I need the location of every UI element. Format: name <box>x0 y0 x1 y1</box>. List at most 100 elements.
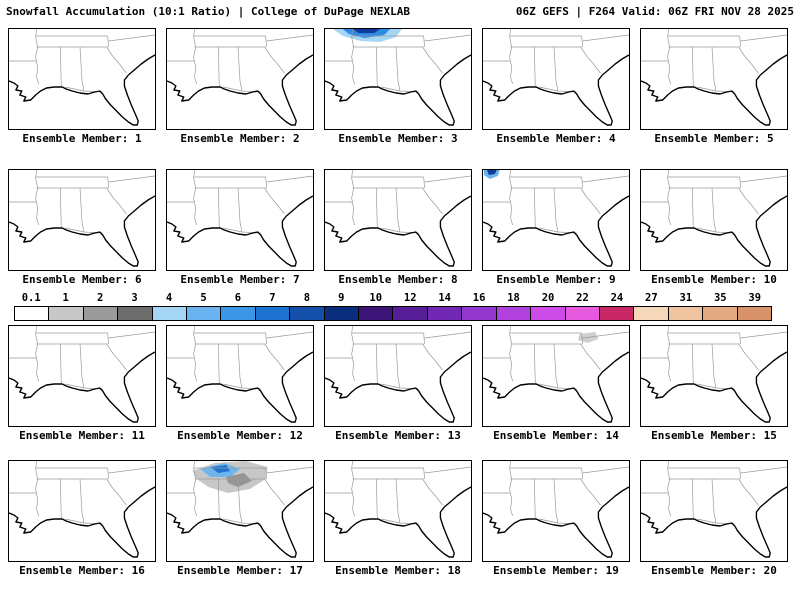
state-boundary-line <box>738 478 759 506</box>
colorbar-tick-label: 20 <box>541 292 555 304</box>
panel-row-3: Ensemble Member: 11 Ensemble Member: 12 … <box>0 325 800 442</box>
state-boundary-line <box>533 46 536 87</box>
colorbar-tick-label: 24 <box>610 292 624 304</box>
state-boundary-line <box>422 46 443 74</box>
ensemble-panel-5: Ensemble Member: 5 <box>640 28 788 145</box>
ensemble-panel-17: Ensemble Member: 17 <box>166 460 314 577</box>
coastline <box>641 54 787 126</box>
coastline <box>167 54 313 126</box>
colorbar-tick-label: 14 <box>438 292 451 304</box>
state-boundary-line <box>424 466 471 474</box>
colorbar-tick-label: 16 <box>472 292 486 304</box>
coastline <box>483 486 629 558</box>
coastline <box>325 351 471 423</box>
state-boundary-line <box>59 478 62 519</box>
colorbar-tick-label: 9 <box>338 292 345 304</box>
ensemble-panel-3: Ensemble Member: 3 <box>324 28 472 145</box>
ensemble-panel-14: Ensemble Member: 14 <box>482 325 630 442</box>
state-boundary-line <box>738 343 759 371</box>
state-boundary-line <box>739 176 741 189</box>
panel-label: Ensemble Member: 19 <box>493 564 619 577</box>
state-boundary-line <box>107 467 109 480</box>
colorbar-tick-label: 27 <box>645 292 658 304</box>
state-boundary-line <box>509 170 513 226</box>
state-boundary-line <box>582 175 629 183</box>
map-frame <box>166 325 314 427</box>
coastline <box>9 54 155 126</box>
state-boundary-line <box>581 176 583 189</box>
panel-label: Ensemble Member: 11 <box>19 429 145 442</box>
coastline <box>641 195 787 267</box>
state-boundary-line <box>580 187 601 215</box>
coastline <box>167 195 313 267</box>
colorbar-cell <box>83 307 119 320</box>
state-boundary-line <box>35 461 39 517</box>
state-boundary-line <box>395 478 401 524</box>
header-bar: Snowfall Accumulation (10:1 Ratio) | Col… <box>0 0 800 18</box>
panel-label: Ensemble Member: 13 <box>335 429 461 442</box>
state-boundary-line <box>580 478 601 506</box>
panel-label: Ensemble Member: 12 <box>177 429 303 442</box>
ensemble-panel-11: Ensemble Member: 11 <box>8 325 156 442</box>
southeast-us-map <box>483 326 629 423</box>
colorbar-cell <box>324 307 360 320</box>
state-boundary-line <box>375 478 378 519</box>
map-frame <box>482 28 630 130</box>
map-frame <box>640 460 788 562</box>
coastline <box>9 195 155 267</box>
panel-label: Ensemble Member: 1 <box>22 132 142 145</box>
southeast-us-map <box>483 170 629 267</box>
southeast-us-map <box>167 170 313 267</box>
panel-label: Ensemble Member: 7 <box>180 273 300 286</box>
state-boundary-line <box>582 331 629 339</box>
colorbar-cell <box>255 307 291 320</box>
panel-label: Ensemble Member: 6 <box>22 273 142 286</box>
state-boundary-line <box>553 187 559 233</box>
colorbar-tick-label: 39 <box>748 292 762 304</box>
colorbar-cell <box>49 307 84 320</box>
state-boundary-line <box>667 170 671 226</box>
state-boundary-line <box>193 29 197 85</box>
southeast-us-map <box>325 170 471 267</box>
state-boundary-line <box>424 331 471 339</box>
colorbar-cell <box>427 307 463 320</box>
state-boundary-line <box>264 46 285 74</box>
map-frame <box>8 28 156 130</box>
snowfall-overlay <box>486 170 497 175</box>
snowfall-colorbar: 0.1 1 2 3 4 5 6 7 8 9 10 12 14 16 18 20 22 24 27 31 35 39 <box>14 292 772 321</box>
ensemble-panel-4: Ensemble Member: 4 <box>482 28 630 145</box>
state-boundary-line <box>265 176 267 189</box>
map-frame <box>8 460 156 562</box>
state-boundary-line <box>59 187 62 228</box>
panel-label: Ensemble Member: 4 <box>496 132 616 145</box>
colorbar-cell <box>496 307 532 320</box>
state-boundary-line <box>108 175 155 183</box>
colorbar-cell <box>703 307 738 320</box>
colorbar-cell <box>531 307 566 320</box>
coastline <box>483 351 629 423</box>
state-boundary-line <box>553 46 559 92</box>
coastline <box>325 486 471 558</box>
state-boundary-line <box>35 29 39 85</box>
panel-label: Ensemble Member: 20 <box>651 564 777 577</box>
state-boundary-line <box>581 35 583 48</box>
state-boundary-line <box>691 343 694 384</box>
state-boundary-line <box>217 343 220 384</box>
map-frame <box>8 325 156 427</box>
state-boundary-line <box>711 187 717 233</box>
state-boundary-line <box>351 326 355 382</box>
southeast-us-map <box>325 461 471 558</box>
colorbar-tick-label: 3 <box>131 292 138 304</box>
state-boundary-line <box>691 46 694 87</box>
panel-label: Ensemble Member: 17 <box>177 564 303 577</box>
colorbar-cell <box>599 307 635 320</box>
state-boundary-line <box>266 331 313 339</box>
state-boundary-line <box>266 466 313 474</box>
southeast-us-map <box>641 29 787 126</box>
state-boundary-line <box>106 478 127 506</box>
colorbar-cell <box>187 307 222 320</box>
state-boundary-line <box>79 343 85 389</box>
map-frame <box>324 460 472 562</box>
southeast-us-map <box>325 29 471 126</box>
